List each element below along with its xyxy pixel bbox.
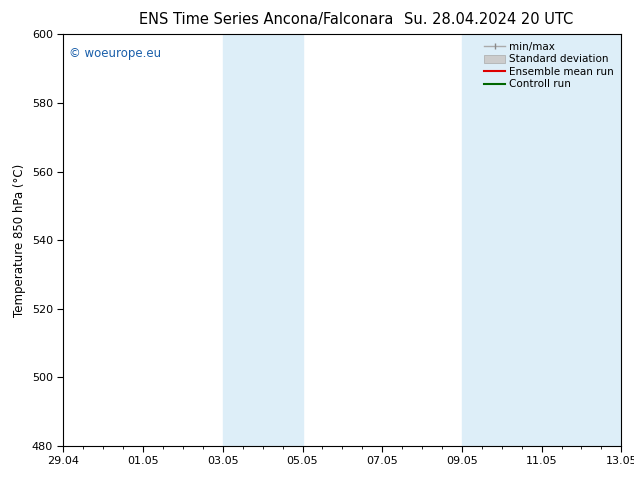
Legend: min/max, Standard deviation, Ensemble mean run, Controll run: min/max, Standard deviation, Ensemble me… (482, 40, 616, 92)
Text: Su. 28.04.2024 20 UTC: Su. 28.04.2024 20 UTC (404, 12, 573, 27)
Y-axis label: Temperature 850 hPa (°C): Temperature 850 hPa (°C) (13, 164, 26, 317)
Bar (462, 34, 621, 446)
Text: © woeurope.eu: © woeurope.eu (69, 47, 161, 60)
Text: ENS Time Series Ancona/Falconara: ENS Time Series Ancona/Falconara (139, 12, 394, 27)
Bar (223, 34, 302, 446)
